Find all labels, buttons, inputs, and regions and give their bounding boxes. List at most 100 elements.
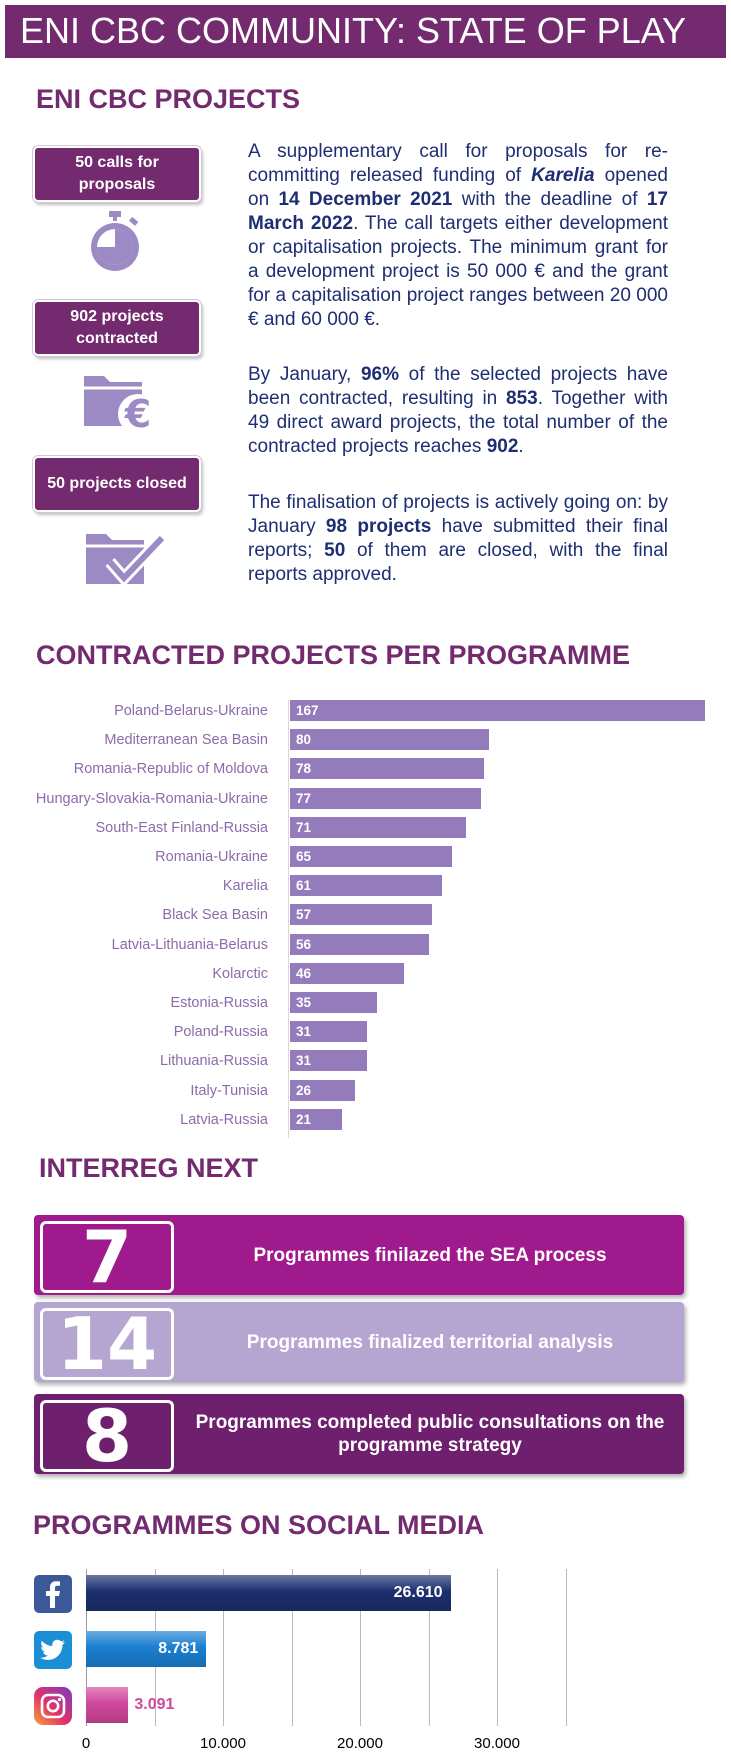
call-paragraph: A supplementary call for proposals for r… [248, 140, 668, 332]
programme-value: 77 [296, 790, 312, 806]
programme-bar [290, 933, 430, 955]
public-consultation-box: 8 Programmes completed public consultati… [34, 1394, 684, 1474]
programme-value: 21 [296, 1111, 312, 1127]
social-gridline [497, 1569, 498, 1726]
territorial-label: Programmes finalized territorial analysi… [246, 1331, 614, 1353]
territorial-number-frame: 14 [40, 1308, 174, 1380]
social-bar [86, 1687, 129, 1723]
interreg-heading: INTERREG NEXT [39, 1153, 259, 1183]
sea-count: 7 [81, 1215, 133, 1299]
folder-check-icon [84, 528, 167, 597]
programme-label: Estonia-Russia [170, 995, 268, 1011]
projects-heading: ENI CBC PROJECTS [36, 84, 301, 114]
programme-bar-chart: Poland-Belarus-Ukraine 167 Mediterranean S… [0, 700, 731, 1140]
paragraph-run: 853 [506, 388, 538, 409]
paragraph-run: with the deadline of [452, 189, 647, 210]
programme-label: Kolarctic [212, 965, 268, 982]
programme-value: 31 [296, 1024, 312, 1040]
programme-value: 167 [296, 703, 319, 718]
programme-value: 31 [296, 1053, 312, 1069]
programme-label: Romania-Ukraine [155, 849, 268, 865]
programme-label: Black Sea Basin [162, 907, 268, 924]
programme-bar [290, 1021, 368, 1043]
social-value: 3.091 [134, 1696, 175, 1713]
contracted-badge: 902 projects contracted [32, 299, 202, 357]
programme-bar [290, 758, 484, 780]
programme-label: Italy-Tunisia [190, 1082, 268, 1099]
programme-bar [290, 1079, 355, 1101]
programme-value: 80 [296, 732, 312, 748]
programme-bar [290, 1050, 368, 1072]
paragraph-run: Karelia [531, 165, 595, 186]
programme-value: 46 [296, 965, 312, 981]
paragraph-run: 50 [324, 540, 346, 561]
programme-label: Latvia-Russia [180, 1111, 268, 1128]
paragraph-run: 17 March 2022 [248, 189, 668, 234]
paragraph-run: 98 projects [325, 516, 432, 537]
social-value: 8.781 [158, 1640, 199, 1657]
social-value: 26.610 [393, 1584, 443, 1601]
programme-label: Romania-Republic of Moldova [73, 761, 268, 778]
social-media-bar-chart: 26.610 8.781 3.091 0 10.000 20.000 30.000 [0, 1555, 731, 1760]
programme-value: 57 [296, 907, 312, 923]
social-gridline [565, 1569, 567, 1726]
calls-badge: 50 calls for proposals [32, 145, 202, 203]
svg-text:€: € [124, 392, 151, 436]
paragraph-run: A supplementary call for proposals for r… [248, 141, 668, 186]
consultation-count: 8 [81, 1394, 133, 1478]
programme-value: 61 [296, 878, 312, 894]
programme-value: 35 [296, 995, 312, 1010]
consultation-number-frame: 8 [40, 1400, 174, 1472]
programme-value: 78 [296, 761, 312, 777]
social-x-tick: 0 [81, 1735, 91, 1752]
header-banner [5, 5, 726, 58]
programme-label: Latvia-Lithuania-Belarus [111, 936, 268, 953]
programme-label: Mediterranean Sea Basin [104, 732, 268, 749]
social-x-tick: 20.000 [337, 1735, 383, 1752]
paragraph-run: 14 December 2021 [278, 189, 453, 210]
programme-label: Karelia [222, 878, 268, 895]
programme-chart-title: CONTRACTED PROJECTS PER PROGRAMME [36, 640, 631, 670]
contracting-paragraph: By January, 96% of the selected projects… [248, 363, 668, 459]
programme-value: 56 [296, 936, 312, 952]
sea-process-box: 7 Programmes finilazed the SEA process [34, 1215, 684, 1295]
programme-bar [290, 1108, 343, 1130]
programme-label: Poland-Belarus-Ukraine [114, 703, 268, 719]
stopwatch-icon [83, 209, 147, 278]
paragraph-run: 902 [486, 436, 519, 457]
programme-bar [290, 729, 489, 751]
sea-number-frame: 7 [40, 1221, 174, 1293]
territorial-analysis-box: 14 Programmes finalized territorial anal… [34, 1302, 684, 1382]
programme-label: Hungary-Slovakia-Romania-Ukraine [35, 790, 268, 807]
paragraph-run: of them are closed, with the final repor… [248, 540, 668, 585]
closed-badge: 50 projects closed [32, 455, 202, 513]
programme-bar [290, 904, 432, 926]
programme-bar [290, 816, 467, 838]
programme-bar [290, 700, 705, 721]
social-x-tick: 30.000 [474, 1735, 520, 1752]
paragraph-run: 96% [360, 364, 399, 385]
territorial-count: 14 [56, 1302, 158, 1386]
paragraph-run: of the selected projects have been contr… [248, 364, 668, 409]
programme-value: 65 [296, 849, 312, 864]
social-gridline [291, 1569, 293, 1726]
paragraph-run: By January, [248, 364, 361, 385]
social-bar [86, 1631, 207, 1667]
programme-bar [290, 875, 442, 897]
social-x-tick: 10.000 [200, 1735, 246, 1752]
finalisation-paragraph: The finalisation of projects is actively… [248, 491, 668, 587]
paragraph-run: opened on [248, 165, 668, 210]
social-gridline [428, 1569, 430, 1726]
programme-bar [290, 992, 377, 1013]
social-bar [86, 1575, 451, 1611]
paragraph-run: . Together with 49 direct award projects… [248, 388, 668, 457]
sea-label: Programmes finilazed the SEA process [253, 1244, 607, 1266]
programme-axis-line [288, 700, 289, 1138]
social-gridline [360, 1569, 361, 1726]
programme-value: 26 [296, 1082, 312, 1098]
twitter-icon [34, 1631, 72, 1674]
paragraph-run: The finalisation of projects is actively… [248, 492, 668, 537]
programme-bar [290, 846, 452, 867]
programme-bar [290, 962, 405, 984]
programme-bar [290, 787, 482, 809]
